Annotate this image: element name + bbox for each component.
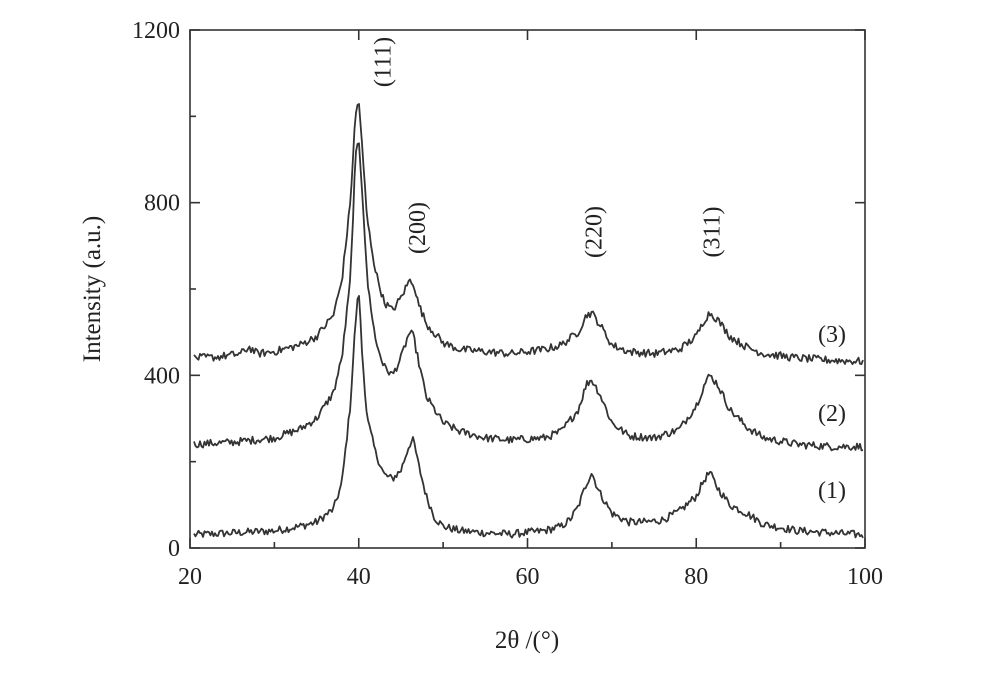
series-labels: (1) (2) (3) [818,322,846,504]
x-axis-label: 2θ /(°) [495,627,559,654]
series-line-2 [193,142,864,452]
x-axis: 20 40 60 80 100 [178,30,883,590]
series-line-3 [193,103,864,365]
peak-labels: (111) (200) (220) (311) [370,37,725,258]
y-tick-label: 0 [168,536,180,562]
y-axis: 0 400 800 1200 [132,18,865,562]
x-tick-label: 60 [516,564,540,590]
y-tick-label: 1200 [132,18,180,44]
peak-label: (111) [370,37,396,87]
y-tick-label: 800 [144,191,180,217]
series-line-1 [193,295,864,539]
series-lines [193,103,864,539]
x-tick-label: 20 [178,564,202,590]
series-label-2: (2) [818,401,846,427]
x-tick-label: 100 [847,564,883,590]
y-axis-label: Intensity (a.u.) [79,216,106,362]
series-label-1: (1) [818,478,846,504]
peak-label: (220) [582,206,608,258]
plot-frame [189,29,866,549]
x-tick-label: 80 [684,564,708,590]
peak-label: (200) [405,202,431,254]
series-label-3: (3) [818,322,846,348]
y-tick-label: 400 [144,363,180,389]
x-tick-label: 40 [347,564,371,590]
peak-label: (311) [700,206,726,257]
